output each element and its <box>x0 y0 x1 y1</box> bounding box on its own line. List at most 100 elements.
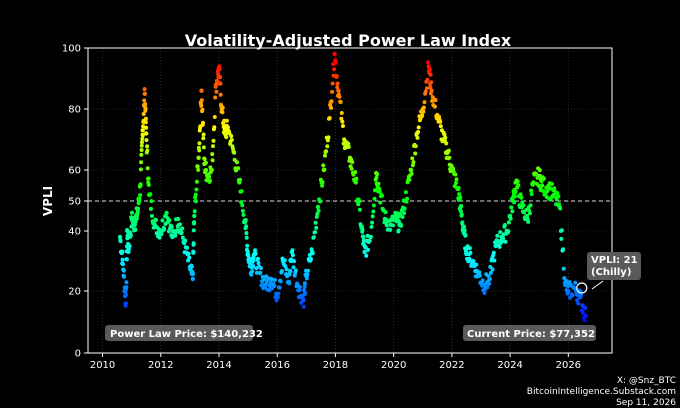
trail-point <box>214 89 219 94</box>
trail-point <box>433 104 437 109</box>
trail-point <box>356 202 361 207</box>
trail-point <box>218 75 223 79</box>
trail-point <box>326 135 331 140</box>
trail-point <box>139 160 144 165</box>
trail-point <box>467 246 472 251</box>
trail-point <box>491 250 496 255</box>
trail-point <box>410 156 415 161</box>
trail-point <box>428 85 433 90</box>
trail-point <box>527 211 532 216</box>
trail-point <box>459 212 464 217</box>
x-tick-label-2012: 2012 <box>148 360 173 371</box>
data-point <box>537 174 542 179</box>
trail-point <box>256 261 261 266</box>
y-axis-ticks: 0 20 40 50 60 80 100 <box>62 44 88 360</box>
trail-point <box>201 132 206 137</box>
trail-point <box>518 192 523 197</box>
trail-point <box>201 145 206 150</box>
trail-point <box>197 148 202 153</box>
trail-point <box>506 220 511 225</box>
trail-point <box>482 291 487 295</box>
trail-point <box>210 152 215 157</box>
trail-point <box>316 208 321 213</box>
trail-point <box>169 224 174 229</box>
data-point <box>190 276 195 282</box>
trail-point <box>145 166 150 171</box>
trail-point <box>144 138 149 143</box>
data-point <box>414 131 420 136</box>
trail-point <box>195 164 200 169</box>
data-point <box>237 180 242 185</box>
trail-point <box>311 235 316 240</box>
trail-point <box>575 298 580 303</box>
data-point <box>202 161 207 167</box>
trail-point <box>334 74 339 79</box>
credit-handle: X: @Snz_BTC <box>617 376 676 386</box>
data-point <box>487 276 492 282</box>
trail-point <box>346 144 351 149</box>
trail-point <box>458 195 463 200</box>
data-point <box>513 180 519 185</box>
trail-point <box>124 285 129 290</box>
trail-point <box>240 203 245 208</box>
trail-point <box>339 111 344 115</box>
credit-site: BitcoinIntelligence.Substack.com <box>527 387 676 397</box>
trail-point <box>513 189 518 194</box>
trail-point <box>212 125 217 130</box>
trail-point <box>197 128 202 133</box>
data-point <box>429 88 434 93</box>
data-point <box>231 149 236 154</box>
trail-point <box>283 264 288 269</box>
trail-point <box>138 193 143 198</box>
data-point <box>408 167 414 173</box>
trail-point <box>339 116 344 121</box>
data-point <box>499 234 504 240</box>
trail-point <box>462 224 467 229</box>
data-point <box>209 167 214 173</box>
trail-point <box>582 318 587 323</box>
trail-point <box>154 218 159 222</box>
data-point <box>445 149 450 154</box>
trail-point <box>291 265 296 270</box>
trail-point <box>330 89 335 94</box>
trail-point <box>403 190 408 195</box>
trail-point <box>120 249 125 254</box>
data-point <box>286 279 292 285</box>
trail-point <box>330 81 335 86</box>
data-point <box>269 276 274 282</box>
data-point <box>138 183 143 188</box>
trail-point <box>396 228 401 233</box>
trail-point <box>229 137 234 142</box>
trail-point <box>314 214 319 219</box>
trail-point <box>583 306 588 310</box>
trail-point <box>250 269 255 274</box>
trail-point <box>576 301 581 306</box>
data-point <box>481 282 487 288</box>
trail-point <box>162 227 167 232</box>
trail-point <box>235 160 239 165</box>
data-points <box>117 51 588 323</box>
trail-point <box>498 230 503 235</box>
trail-point <box>369 224 374 229</box>
trail-point <box>239 200 244 205</box>
data-point <box>205 174 210 179</box>
trail-point <box>199 103 204 108</box>
trail-point <box>374 175 379 180</box>
trail-point <box>361 234 366 239</box>
trail-point <box>413 151 418 156</box>
trail-point <box>191 250 196 255</box>
data-point <box>289 249 294 255</box>
data-point <box>158 228 163 234</box>
data-point <box>263 282 268 288</box>
data-point <box>557 204 562 210</box>
trail-point <box>329 99 334 104</box>
data-point <box>243 219 248 225</box>
trail-point <box>516 183 521 188</box>
trail-point <box>554 197 559 202</box>
trail-point <box>519 195 524 200</box>
trail-point <box>292 273 297 278</box>
trail-point <box>244 224 249 229</box>
trail-point <box>561 266 566 271</box>
data-point <box>196 155 201 160</box>
